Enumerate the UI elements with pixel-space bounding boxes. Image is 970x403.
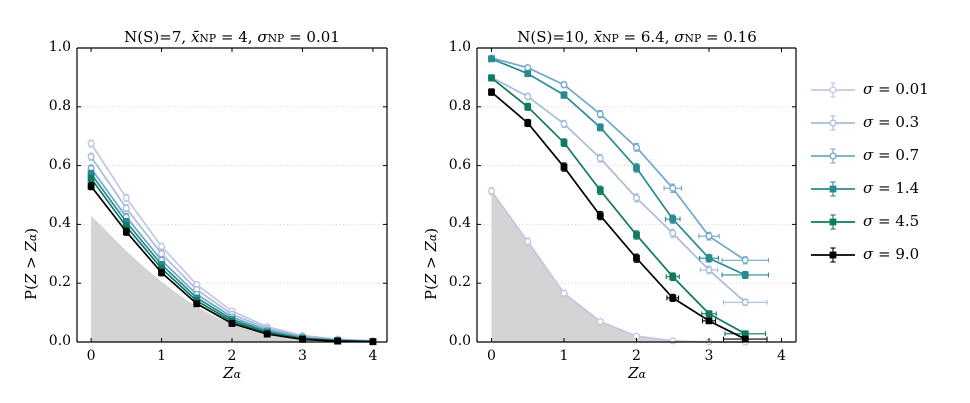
xtick-label: 3	[704, 348, 714, 364]
panel-left-title: N(S)=7, x̄NP = 4, σNP = 0.01	[124, 28, 340, 46]
ytick-label: 0.6	[448, 156, 471, 173]
series-4	[488, 74, 767, 338]
legend: σ = 0.01 σ = 0.3 σ = 0.7 σ = 1.4 σ = 4.5 σ = …	[805, 0, 970, 403]
null-distribution-fill	[91, 215, 373, 342]
xtick-label: 1	[559, 348, 569, 364]
ytick-label: 0.0	[48, 333, 71, 349]
panel-left-xlabel: Zα	[223, 364, 241, 382]
series-3	[488, 55, 770, 280]
xtick-label: 4	[368, 348, 378, 364]
xtick-label: 1	[157, 348, 166, 364]
series-5	[488, 88, 768, 343]
legend-item-4[interactable]: σ = 4.5	[863, 212, 920, 230]
series-2	[487, 54, 770, 265]
legend-item-0[interactable]: σ = 0.01	[863, 80, 929, 98]
ytick-label: 0.4	[48, 215, 71, 232]
ytick-label: 0.6	[48, 156, 71, 173]
ytick-label: 0.2	[448, 274, 471, 291]
panel-left-svg	[76, 47, 388, 346]
panel-right-title: N(S)=10, x̄NP = 6.4, σNP = 0.16	[517, 28, 757, 46]
chart-panel-right: N(S)=10, x̄NP = 6.4, σNP = 0.16 Zα P(Z >…	[410, 0, 810, 403]
ytick-label: 0.2	[48, 274, 71, 291]
ytick-label: 1.0	[48, 39, 71, 55]
panel-right-svg	[476, 47, 797, 346]
ytick-label: 0.8	[448, 97, 471, 114]
xtick-label: 4	[777, 348, 786, 364]
panel-right-xlabel: Zα	[628, 364, 646, 382]
ytick-label: 0.0	[448, 333, 471, 349]
legend-item-3[interactable]: σ = 1.4	[863, 179, 920, 197]
xtick-label: 3	[297, 348, 307, 364]
legend-item-2[interactable]: σ = 0.7	[863, 146, 920, 164]
legend-item-1[interactable]: σ = 0.3	[863, 113, 920, 131]
xtick-label: 0	[86, 348, 96, 364]
ytick-label: 0.8	[48, 97, 71, 114]
xtick-label: 2	[227, 348, 237, 364]
xtick-label: 2	[632, 348, 641, 364]
ytick-label: 1.0	[448, 39, 471, 55]
legend-item-5[interactable]: σ = 9.0	[863, 245, 920, 263]
ytick-label: 0.4	[448, 215, 471, 232]
legend-markers	[811, 82, 855, 263]
chart-panel-left: N(S)=7, x̄NP = 4, σNP = 0.01 Zα P(Z > Zα…	[0, 0, 420, 403]
null-distribution-fill	[491, 191, 709, 342]
xtick-label: 0	[487, 348, 496, 364]
